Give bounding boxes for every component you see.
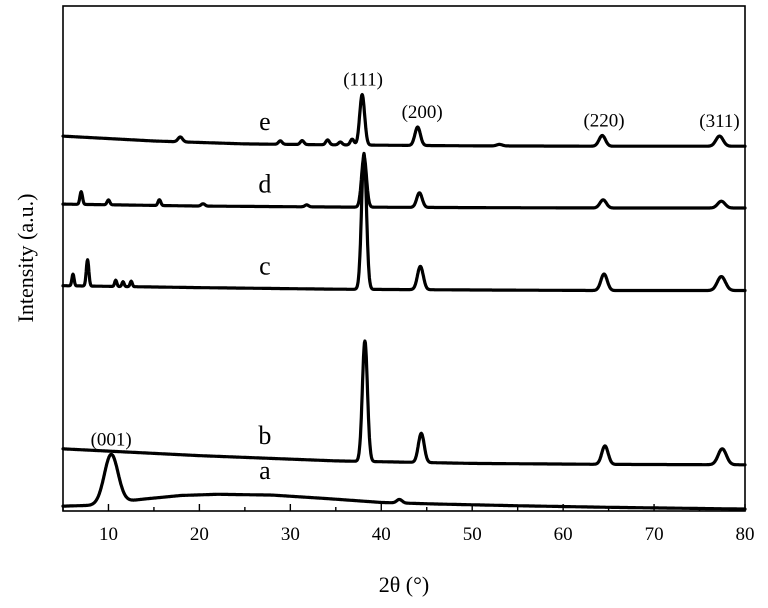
series-label-c: c: [259, 251, 271, 280]
xrd-traces: [61, 93, 747, 511]
x-axis-title: 2θ (°): [379, 572, 430, 597]
series-label-b: b: [258, 421, 271, 450]
x-tick-label: 50: [463, 524, 482, 545]
trace-c: [61, 151, 747, 293]
x-tick-label: 60: [554, 524, 573, 545]
x-axis-ticks: 10 20 30 40 50 60 70 80: [62, 504, 755, 545]
x-tick-label: 10: [99, 524, 118, 545]
peak-label: (311): [699, 111, 739, 132]
x-tick-label: 80: [736, 524, 755, 545]
peak-label: (220): [583, 111, 624, 132]
trace-a: [61, 452, 747, 511]
peak-label: (200): [402, 102, 443, 123]
series-labels: ab c d e: [258, 107, 271, 485]
y-axis-title: Intensity (a.u.): [13, 194, 38, 323]
peak-label: (111): [343, 70, 383, 91]
x-tick-label: 20: [190, 524, 209, 545]
plot-frame: [62, 5, 746, 512]
peak-label: (001): [91, 429, 132, 450]
series-label-d: d: [258, 170, 271, 199]
x-tick-label: 70: [645, 524, 664, 545]
peak-annotations: (001) (111) (200) (220) (311): [91, 70, 740, 451]
trace-b: [61, 339, 747, 467]
series-label-e: e: [259, 107, 271, 136]
trace-d: [61, 155, 747, 210]
x-tick-label: 40: [372, 524, 391, 545]
series-label-a: a: [259, 456, 271, 485]
x-tick-label: 30: [281, 524, 300, 545]
trace-e: [61, 93, 747, 148]
